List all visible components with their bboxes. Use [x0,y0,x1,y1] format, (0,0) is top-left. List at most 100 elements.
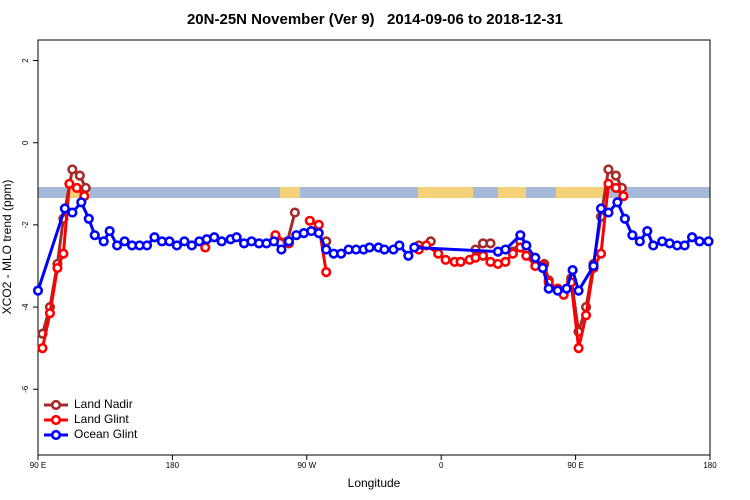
legend-label: Ocean Glint [74,427,138,441]
marker [32,285,44,296]
marker [119,236,130,247]
marker [694,236,705,247]
y-axis-label: XCO2 - MLO trend (ppm) [0,180,14,315]
marker [588,260,599,272]
marker [703,236,714,247]
marker [313,219,324,231]
marker [440,254,451,265]
marker [537,262,548,274]
marker [634,236,645,247]
marker [37,343,48,354]
marker [567,264,578,276]
marker [64,178,75,189]
marker [618,191,629,202]
marker [313,228,324,239]
marker [164,236,175,247]
y-tick-label: 0 [21,140,30,145]
marker [500,256,511,267]
marker [521,250,532,261]
marker [455,256,466,267]
marker [485,238,496,249]
legend-marker [50,429,62,441]
y-tick-label: -6 [21,385,30,393]
marker [80,182,91,194]
marker [67,207,78,218]
x-tick-label: 90 E [567,461,583,470]
x-axis-label: Longitude [348,476,401,490]
marker [530,252,541,263]
marker [209,232,220,243]
marker [573,343,584,354]
legend-marker [50,399,62,411]
marker [171,240,182,251]
marker [610,170,622,181]
marker [268,236,280,247]
marker [394,240,405,251]
x-tick-label: 90 W [297,461,316,470]
marker [603,207,614,218]
marker [627,230,638,241]
marker [500,244,511,255]
marker [433,248,444,259]
marker [44,308,56,319]
marker [521,240,532,251]
marker [74,170,85,181]
marker [642,225,653,237]
marker [619,213,630,224]
marker [179,236,190,247]
marker [71,182,82,194]
marker [304,215,315,226]
marker [216,236,227,247]
marker [573,285,584,296]
y-tick-label: -2 [21,221,30,229]
marker [276,244,287,255]
marker [59,203,70,214]
marker [76,197,87,208]
marker [186,240,197,251]
marker [595,203,607,214]
marker [336,248,347,259]
marker [580,310,592,321]
y-tick-label: 2 [21,58,30,63]
legend-label: Land Nadir [74,397,133,411]
marker [543,283,554,294]
marker [610,182,622,194]
marker [364,242,375,253]
land-patch [418,187,473,198]
marker [149,232,160,243]
marker [283,236,294,247]
marker [477,250,489,261]
legend-marker [50,414,62,426]
marker [104,225,115,237]
marker [552,285,563,296]
marker [321,244,332,255]
marker [409,242,420,253]
marker [561,283,572,294]
marker [595,248,607,259]
marker [507,248,518,259]
marker [112,240,123,251]
marker [58,248,69,259]
ocean-strip [38,187,710,198]
land-patch [556,187,608,198]
marker [403,250,414,261]
y-tick-label: -4 [21,303,30,311]
marker [603,164,614,175]
marker [515,230,526,241]
marker [679,240,690,251]
marker [379,244,390,255]
plot-frame [37,39,711,456]
x-tick-label: 180 [166,461,180,470]
x-tick-label: 90 E [30,461,46,470]
marker [686,232,698,243]
x-tick-label: 180 [703,461,717,470]
x-tick-label: 0 [439,461,444,470]
marker [603,178,614,189]
marker [321,267,332,278]
marker [231,232,242,243]
legend-label: Land Glint [74,412,129,426]
marker [52,262,63,274]
land-patch [280,187,300,198]
marker [648,240,659,251]
